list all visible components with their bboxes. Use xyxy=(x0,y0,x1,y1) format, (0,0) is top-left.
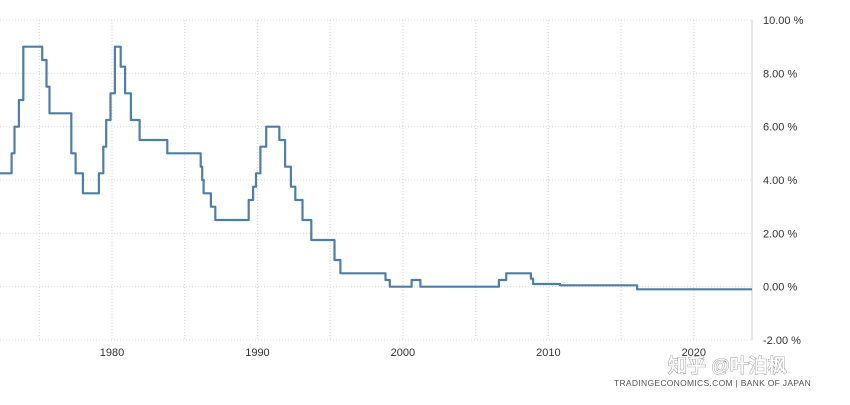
x-tick-label: 1990 xyxy=(245,347,269,359)
x-tick-label: 2020 xyxy=(682,347,706,359)
watermark: 知乎 @叶泊枫 xyxy=(668,354,787,377)
series-layer xyxy=(0,45,752,291)
rate-series-line xyxy=(0,45,752,291)
y-tick-label: 2.00 % xyxy=(763,228,797,240)
x-tick-label: 2000 xyxy=(391,347,415,359)
y-tick-label: 0.00 % xyxy=(763,282,797,294)
label-layer: -2.00 % 0.00 % 2.00 % 4.00 % 6.00 % 8.00 % 10.… xyxy=(100,15,804,359)
y-tick-label: 6.00 % xyxy=(763,122,797,134)
x-tick-label: 2010 xyxy=(536,347,560,359)
grid-layer xyxy=(0,19,752,341)
source-credit: TRADINGECONOMICS.COM | BANK OF JAPAN xyxy=(614,378,811,388)
x-tick-label: 1980 xyxy=(100,347,124,359)
y-tick-label: 10.00 % xyxy=(763,15,804,27)
y-tick-label: 8.00 % xyxy=(763,68,797,80)
y-tick-label: 4.00 % xyxy=(763,175,797,187)
y-tick-label: -2.00 % xyxy=(763,335,801,347)
